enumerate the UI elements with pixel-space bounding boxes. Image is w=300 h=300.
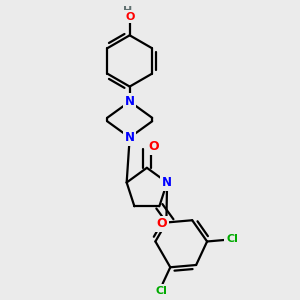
Text: Cl: Cl (155, 286, 167, 296)
Text: O: O (148, 140, 159, 153)
Text: O: O (125, 12, 134, 22)
Text: Cl: Cl (226, 234, 238, 244)
Text: N: N (125, 131, 135, 144)
Text: H: H (124, 6, 133, 16)
Text: N: N (125, 95, 135, 108)
Text: O: O (156, 218, 167, 230)
Text: N: N (162, 176, 172, 189)
